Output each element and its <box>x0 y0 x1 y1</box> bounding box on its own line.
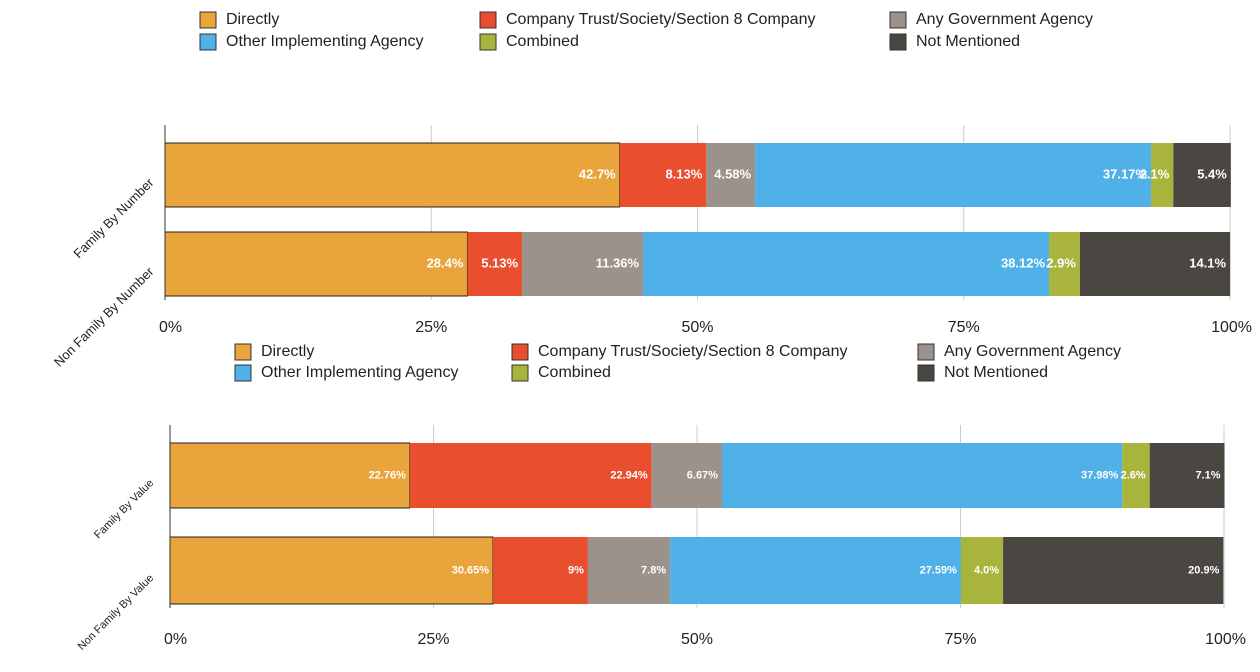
bar-segment <box>1079 232 1231 296</box>
bar-segment <box>1049 232 1080 296</box>
bar-segment <box>1003 537 1224 604</box>
x-tick-label: 50% <box>681 631 713 648</box>
legend-swatch <box>199 11 217 29</box>
data-label: 22.94% <box>610 469 648 481</box>
data-label: 2.6% <box>1121 469 1146 481</box>
data-label: 8.13% <box>665 166 702 181</box>
x-tick-label: 25% <box>415 319 447 336</box>
x-tick-label: 75% <box>948 319 980 336</box>
legend-swatch <box>889 33 907 51</box>
legend-label: Not Mentioned <box>944 364 1048 381</box>
bar-segment <box>1122 443 1150 508</box>
x-tick-label: 0% <box>164 631 187 648</box>
data-label: 5.13% <box>481 255 518 270</box>
legend-label: Combined <box>538 364 611 381</box>
data-label: 38.12% <box>1001 255 1046 270</box>
data-label: 30.65% <box>452 564 490 576</box>
data-label: 4.0% <box>974 564 999 576</box>
data-label: 37.17% <box>1103 166 1148 181</box>
legend-swatch <box>479 11 497 29</box>
bar-segment <box>587 537 671 604</box>
legend-label: Other Implementing Agency <box>226 33 423 50</box>
legend-label: Combined <box>506 33 579 50</box>
legend-label: Directly <box>226 11 279 28</box>
bar-segment <box>467 232 523 296</box>
bar-segment <box>169 442 411 509</box>
data-label: 22.76% <box>369 469 407 481</box>
legend-swatch <box>479 33 497 51</box>
data-label: 14.1% <box>1189 255 1226 270</box>
bar-segment <box>706 143 756 207</box>
legend-swatch <box>234 364 252 382</box>
bar-segment <box>1173 143 1231 207</box>
bar-segment <box>721 443 1123 508</box>
bar-segment <box>651 443 722 508</box>
legend-swatch <box>917 343 935 361</box>
data-label: 11.36% <box>596 255 640 270</box>
legend-swatch <box>511 364 529 382</box>
bar-segment <box>522 232 644 296</box>
data-label: 2.1% <box>1140 166 1170 181</box>
bar-segment <box>1149 443 1225 508</box>
x-tick-label: 100% <box>1211 319 1252 336</box>
category-label: Non Family By Number <box>51 263 157 369</box>
bar-segment <box>409 443 652 508</box>
bar-segment <box>164 231 468 297</box>
data-label: 5.4% <box>1197 166 1227 181</box>
category-label: Non Family By Value <box>76 572 157 653</box>
data-label: 37.98% <box>1081 469 1119 481</box>
bar-segment <box>1150 143 1174 207</box>
legend-label: Any Government Agency <box>944 343 1121 360</box>
bar-segment <box>643 232 1050 296</box>
data-label: 27.59% <box>920 564 958 576</box>
category-label: Family By Number <box>70 174 157 261</box>
data-label: 4.58% <box>714 166 751 181</box>
data-label: 7.1% <box>1195 469 1220 481</box>
data-label: 42.7% <box>579 166 616 181</box>
legend-label: Company Trust/Society/Section 8 Company <box>506 11 815 28</box>
data-label: 6.67% <box>687 469 718 481</box>
x-tick-label: 50% <box>681 319 713 336</box>
legend-swatch <box>889 11 907 29</box>
bar-segment <box>670 537 961 604</box>
bar-segment <box>619 143 707 207</box>
category-label: Family By Value <box>92 477 156 541</box>
data-label: 7.8% <box>641 564 666 576</box>
data-label: 28.4% <box>427 255 464 270</box>
legend-swatch <box>234 343 252 361</box>
bar-segment <box>493 537 588 604</box>
bar-segment <box>960 537 1004 604</box>
data-label: 20.9% <box>1188 564 1219 576</box>
bar-segment <box>164 142 621 208</box>
data-label: 9% <box>568 564 584 576</box>
x-tick-label: 25% <box>417 631 449 648</box>
x-tick-label: 75% <box>944 631 976 648</box>
legend-label: Directly <box>261 343 314 360</box>
legend-label: Not Mentioned <box>916 33 1020 50</box>
x-tick-label: 100% <box>1205 631 1246 648</box>
legend-swatch <box>199 33 217 51</box>
legend-label: Other Implementing Agency <box>261 364 458 381</box>
legend-swatch <box>917 364 935 382</box>
legend-swatch <box>511 343 529 361</box>
bar-segment <box>755 143 1151 207</box>
bar-segment <box>169 536 494 605</box>
legend-label: Any Government Agency <box>916 11 1093 28</box>
data-label: 2.9% <box>1046 255 1076 270</box>
legend-label: Company Trust/Society/Section 8 Company <box>538 343 847 360</box>
x-tick-label: 0% <box>159 319 182 336</box>
